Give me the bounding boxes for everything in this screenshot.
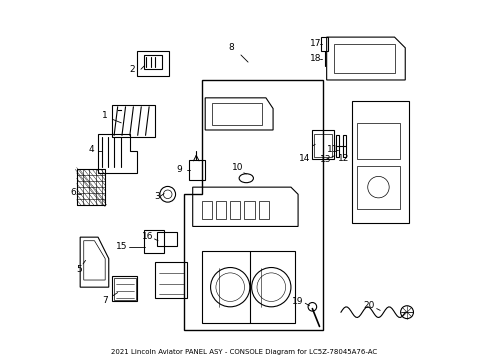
Bar: [189, 160, 205, 180]
Text: 10: 10: [231, 163, 243, 172]
Bar: [312, 130, 333, 158]
Bar: [144, 230, 164, 253]
Text: 1: 1: [102, 111, 108, 120]
Text: 16: 16: [142, 232, 154, 241]
Bar: [335, 135, 339, 157]
Text: 19: 19: [292, 297, 303, 306]
Bar: [313, 134, 331, 157]
Text: 4: 4: [89, 145, 94, 154]
Bar: [137, 51, 169, 76]
Text: 15: 15: [115, 242, 127, 251]
Text: 11: 11: [326, 145, 338, 154]
Text: 3: 3: [154, 192, 160, 201]
Bar: [157, 232, 176, 246]
Text: 20: 20: [363, 301, 374, 310]
Text: 5: 5: [77, 265, 82, 274]
Bar: [230, 202, 240, 219]
Bar: [212, 103, 262, 125]
Bar: [144, 55, 162, 69]
Text: 13: 13: [320, 155, 331, 164]
Text: 7: 7: [102, 296, 108, 305]
Bar: [112, 105, 155, 137]
Text: 6: 6: [71, 188, 77, 197]
Text: 14: 14: [298, 154, 309, 163]
Bar: [216, 202, 225, 219]
Bar: [244, 202, 254, 219]
Text: 18: 18: [309, 54, 321, 63]
Bar: [155, 262, 187, 298]
Text: 2: 2: [129, 65, 135, 74]
Bar: [333, 44, 394, 73]
Bar: [201, 202, 211, 219]
Bar: [321, 37, 328, 51]
Bar: [112, 276, 137, 301]
Text: 17: 17: [309, 39, 321, 48]
Bar: [201, 251, 294, 323]
Bar: [356, 166, 399, 208]
Text: 8: 8: [227, 43, 233, 52]
Bar: [114, 278, 135, 300]
Text: 9: 9: [176, 165, 182, 174]
Bar: [342, 135, 346, 157]
Text: 12: 12: [337, 154, 349, 163]
Bar: [258, 202, 268, 219]
Bar: [356, 123, 399, 158]
Text: 2021 Lincoln Aviator PANEL ASY - CONSOLE Diagram for LC5Z-78045A76-AC: 2021 Lincoln Aviator PANEL ASY - CONSOLE…: [111, 349, 377, 355]
Bar: [77, 169, 105, 205]
